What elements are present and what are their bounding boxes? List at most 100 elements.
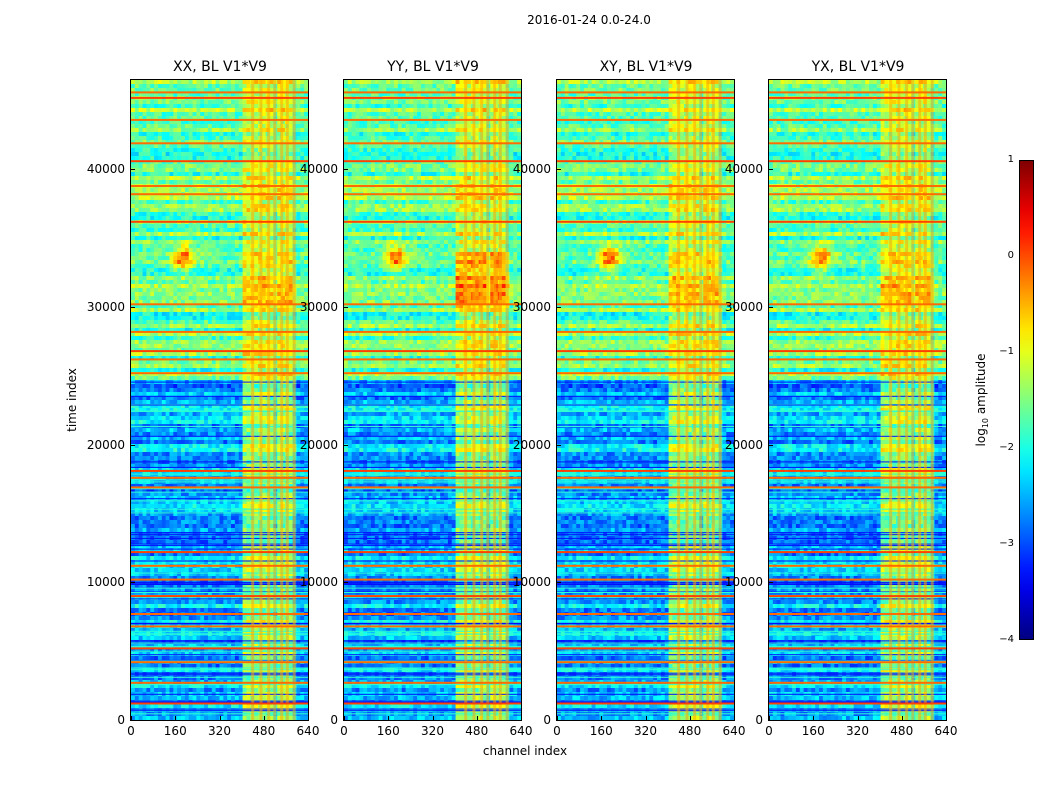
heatmap-cell xyxy=(131,272,136,277)
heatmap-cell xyxy=(146,100,151,105)
heatmap-cell xyxy=(131,80,136,85)
heatmap-cell xyxy=(142,92,147,97)
heatmap-cell xyxy=(204,180,209,185)
heatmap-cell xyxy=(238,352,244,357)
heatmap-cell xyxy=(161,320,167,325)
heatmap-cell xyxy=(277,128,282,133)
heatmap-cell xyxy=(188,512,194,517)
heatmap-cell xyxy=(200,484,205,489)
heatmap-cell xyxy=(161,412,167,417)
heatmap-cell xyxy=(254,264,259,269)
heatmap-cell xyxy=(261,392,267,397)
heatmap-cell xyxy=(223,416,228,421)
heatmap-cell xyxy=(142,148,147,153)
heatmap-cell xyxy=(227,256,232,261)
heatmap-cell xyxy=(204,512,209,517)
heatmap-cell xyxy=(277,368,282,373)
heatmap-cell xyxy=(246,216,251,221)
heatmap-cell xyxy=(150,232,155,237)
heatmap-cell xyxy=(146,372,151,377)
heatmap-cell xyxy=(150,268,155,273)
heatmap-cell xyxy=(165,188,171,193)
heatmap-cell xyxy=(169,188,174,193)
heatmap-cell xyxy=(173,148,178,153)
heatmap-cell xyxy=(223,120,228,125)
heatmap-cell xyxy=(188,244,194,249)
heatmap-cell xyxy=(138,372,144,377)
heatmap-cell xyxy=(196,196,201,201)
heatmap-cell xyxy=(300,156,305,161)
heatmap-cell xyxy=(138,512,144,517)
heatmap-cell xyxy=(215,448,221,453)
heatmap-cell xyxy=(146,388,151,393)
heatmap-cell xyxy=(288,416,294,421)
heatmap-cell xyxy=(238,124,244,129)
heatmap-cell xyxy=(184,172,190,177)
heatmap-cell xyxy=(173,288,178,293)
heatmap-cell xyxy=(154,252,159,257)
heatmap-cell xyxy=(165,152,171,157)
heatmap-cell xyxy=(188,436,194,441)
heatmap-cell xyxy=(231,388,236,393)
heatmap-cell xyxy=(238,128,244,133)
heatmap-cell xyxy=(188,428,194,433)
heatmap-cell xyxy=(223,240,228,245)
heatmap-cell xyxy=(138,484,144,489)
heatmap-cell xyxy=(281,432,286,437)
heatmap-cell xyxy=(288,420,294,425)
heatmap-cell xyxy=(142,260,147,265)
heatmap-cell xyxy=(234,160,240,165)
heatmap-cell xyxy=(192,396,198,401)
heatmap-cell xyxy=(234,144,240,149)
heatmap-cell xyxy=(269,448,274,453)
heatmap-cell xyxy=(173,428,178,433)
heatmap-cell xyxy=(261,456,267,461)
heatmap-cell xyxy=(181,492,186,497)
heatmap-cell xyxy=(261,428,267,433)
heatmap-cell xyxy=(281,80,286,85)
heatmap-cell xyxy=(223,204,228,209)
heatmap-cell xyxy=(134,260,140,265)
heatmap-cell xyxy=(146,304,151,309)
heatmap-cell xyxy=(234,252,240,257)
heatmap-cell xyxy=(165,352,171,357)
heatmap-cell xyxy=(134,452,140,457)
heatmap-cell xyxy=(269,156,274,161)
heatmap-cell xyxy=(296,264,301,269)
heatmap-cell xyxy=(150,180,155,185)
heatmap-cell xyxy=(161,108,167,113)
heatmap-cell xyxy=(200,452,205,457)
heatmap-cell xyxy=(254,152,259,157)
heatmap-cell xyxy=(188,368,194,373)
heatmap-cell xyxy=(234,368,240,373)
heatmap-cell xyxy=(184,500,190,505)
heatmap-cell xyxy=(254,416,259,421)
heatmap-cell xyxy=(142,276,147,281)
heatmap-cell xyxy=(215,372,221,377)
heatmap-cell xyxy=(157,216,163,221)
heatmap-cell xyxy=(219,300,224,305)
heatmap-cell xyxy=(192,116,198,121)
heatmap-cell xyxy=(142,144,147,149)
heatmap-cell xyxy=(269,108,274,113)
heatmap-cell xyxy=(223,156,228,161)
heatmap-cell xyxy=(238,252,244,257)
heatmap-cell xyxy=(165,316,171,321)
heatmap-cell xyxy=(207,448,213,453)
heatmap-cell xyxy=(196,164,201,169)
heatmap-cell xyxy=(142,280,147,285)
heatmap-cell xyxy=(223,256,228,261)
heatmap-cell xyxy=(177,244,182,249)
heatmap-cell xyxy=(131,340,136,345)
heatmap-cell xyxy=(234,280,240,285)
heatmap-cell xyxy=(142,152,147,157)
heatmap-cell xyxy=(184,180,190,185)
heatmap-cell xyxy=(146,412,151,417)
heatmap-cell xyxy=(188,152,194,157)
heatmap-cell xyxy=(219,204,224,209)
heatmap-cell xyxy=(207,116,213,121)
heatmap-cell xyxy=(242,216,248,221)
heatmap-cell xyxy=(131,260,136,265)
heatmap-cell xyxy=(215,328,221,333)
heatmap-cell xyxy=(142,232,147,237)
